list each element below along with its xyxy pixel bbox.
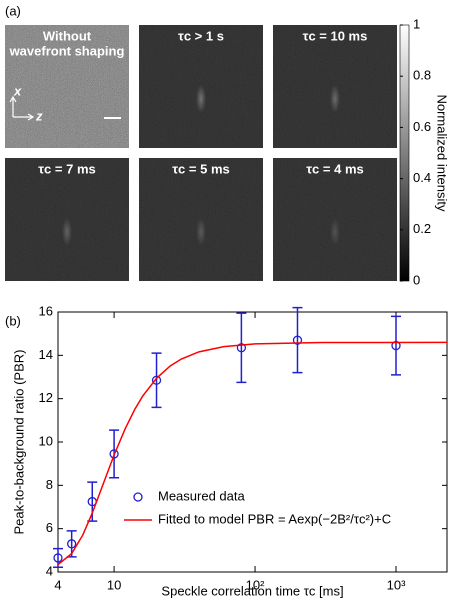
x-axis-label: Speckle correlation time τc [ms] — [161, 583, 343, 598]
y-tick-label: 16 — [39, 303, 53, 318]
data-point — [109, 449, 119, 459]
data-point — [151, 375, 162, 385]
focus-spot — [62, 217, 72, 246]
axis-x-label: x — [13, 83, 22, 98]
focus-spot — [330, 217, 340, 246]
image-title: τc > 1 s — [178, 28, 224, 43]
image-title: τc = 5 ms — [172, 161, 229, 176]
plot-frame — [57, 311, 448, 573]
error-bar — [151, 352, 162, 409]
x-tick-label: 10 — [107, 577, 121, 592]
focus-spot — [196, 84, 206, 113]
x-tick-label: 10³ — [387, 577, 406, 592]
data-point — [292, 335, 303, 345]
y-tick-label: 10 — [39, 433, 53, 448]
image-title: τc = 7 ms — [38, 161, 95, 176]
colorbar-tick-label: 0.4 — [413, 170, 431, 185]
colorbar-tick-label: 0.2 — [413, 221, 431, 236]
error-bar — [391, 315, 402, 376]
error-bar — [236, 312, 247, 384]
colorbar — [399, 24, 410, 282]
image-title: τc = 10 ms — [303, 28, 368, 43]
y-tick-label: 6 — [46, 520, 53, 535]
colorbar-label: Normalized intensity — [435, 94, 450, 212]
focus-spot — [330, 84, 340, 113]
focus-spot — [196, 217, 206, 246]
data-point — [391, 340, 401, 351]
colorbar-tick-label: 0.8 — [413, 68, 431, 83]
panel-label: (a) — [5, 3, 21, 18]
legend-label: Measured data — [158, 488, 245, 503]
image-title: wavefront shaping — [9, 43, 125, 58]
y-tick-label: 8 — [46, 477, 53, 492]
y-tick-label: 14 — [39, 347, 53, 362]
legend-label: Fitted to model PBR = Aexp(−2B²/τc²)+C — [158, 511, 391, 526]
panel-label: (b) — [5, 313, 21, 328]
colorbar-tick-label: 0.6 — [413, 119, 431, 134]
data-point — [67, 539, 77, 549]
y-tick-label: 12 — [39, 390, 53, 405]
image-title: τc = 4 ms — [306, 161, 363, 176]
error-bar — [292, 306, 303, 374]
data-point — [236, 343, 247, 353]
legend-marker — [133, 492, 143, 502]
data-point — [53, 553, 63, 563]
axis-arrow — [9, 95, 35, 121]
fit-line — [57, 341, 448, 566]
y-axis-label: Peak-to-background ratio (PBR) — [11, 350, 26, 535]
axis-z-label: z — [35, 108, 43, 123]
image-noise — [5, 25, 129, 148]
x-tick-label: 10² — [246, 577, 265, 592]
image-title: Without — [43, 28, 92, 43]
colorbar-tick-label: 0 — [413, 272, 420, 287]
y-tick-label: 4 — [46, 563, 53, 578]
x-tick-label: 4 — [54, 577, 61, 592]
colorbar-tick-label: 1 — [413, 16, 420, 31]
